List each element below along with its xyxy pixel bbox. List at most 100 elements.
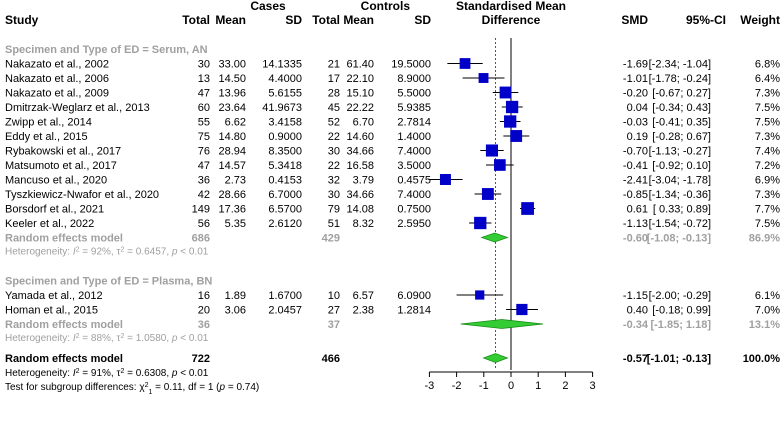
- cases-total: 75: [198, 131, 210, 143]
- controls-total: 17: [328, 73, 340, 85]
- overall-random-ci: [-1.01; -0.13]: [647, 353, 712, 365]
- weight-value: 7.0%: [755, 305, 780, 317]
- header-ci: 95%-CI: [686, 13, 726, 27]
- subgroup-random-weight: 86.9%: [749, 233, 780, 245]
- controls-mean: 3.79: [353, 175, 374, 187]
- cases-sd: 0.9000: [268, 131, 302, 143]
- smd-value: -1.15: [623, 290, 648, 302]
- controls-sd: 5.5000: [397, 88, 431, 100]
- subgroup-test: Test for subgroup differences: χ21 = 0.1…: [5, 382, 259, 396]
- weight-value: 7.2%: [755, 160, 780, 172]
- controls-mean: 22.10: [346, 73, 374, 85]
- controls-total: 27: [328, 305, 340, 317]
- study-label: Matsumoto et al., 2017: [5, 160, 117, 172]
- cases-mean: 13.96: [218, 88, 246, 100]
- overall-heterogeneity: Heterogeneity: I2 = 91%, τ2 = 0.6308, p …: [5, 368, 209, 380]
- subgroup-random-smd: -0.60: [623, 233, 648, 245]
- smd-value: 0.04: [627, 102, 648, 114]
- controls-total: 10: [328, 290, 340, 302]
- controls-sd: 3.5000: [397, 160, 431, 172]
- cases-mean: 5.35: [225, 218, 246, 230]
- x-axis-tick-label: -3: [425, 380, 435, 392]
- controls-sd: 7.4000: [397, 189, 431, 201]
- header-smd-title: Standardised Mean: [456, 0, 566, 13]
- study-label: Keeler et al., 2022: [5, 218, 94, 230]
- cases-total: 42: [198, 189, 210, 201]
- smd-value: -0.85: [623, 189, 648, 201]
- effect-square: [494, 159, 506, 171]
- weight-value: 7.5%: [755, 117, 780, 129]
- effect-square: [485, 144, 498, 157]
- overall-random-label: Random effects model: [5, 353, 123, 365]
- cases-total: 149: [192, 204, 210, 216]
- cases-mean: 33.00: [218, 59, 246, 71]
- controls-total: 22: [328, 131, 340, 143]
- header-study: Study: [5, 13, 39, 27]
- x-axis-tick-label: -2: [452, 380, 462, 392]
- cases-sd: 0.4153: [268, 175, 302, 187]
- header-cases: Cases: [250, 0, 286, 13]
- controls-total: 30: [328, 189, 340, 201]
- controls-total: 32: [328, 175, 340, 187]
- controls-sd: 0.4575: [397, 175, 431, 187]
- cases-sd: 41.9673: [262, 102, 302, 114]
- subgroup-heterogeneity: Heterogeneity: I2 = 88%, τ2 = 1.0580, p …: [5, 333, 209, 345]
- controls-mean: 34.66: [346, 189, 374, 201]
- effect-square: [499, 86, 512, 99]
- controls-sd: 19.5000: [391, 59, 431, 71]
- cases-mean: 28.66: [218, 189, 246, 201]
- controls-total: 22: [328, 160, 340, 172]
- cases-total: 13: [198, 73, 210, 85]
- controls-mean: 6.70: [353, 117, 374, 129]
- subgroup-heading: Specimen and Type of ED = Serum, AN: [5, 44, 208, 56]
- cases-mean: 14.80: [218, 131, 246, 143]
- cases-sd: 14.1335: [262, 59, 302, 71]
- header-weight: Weight: [740, 13, 780, 27]
- weight-value: 7.5%: [755, 218, 780, 230]
- study-label: Nakazato et al., 2009: [5, 88, 109, 100]
- overall-random-cases-total: 722: [192, 353, 210, 365]
- cases-mean: 14.50: [218, 73, 246, 85]
- subgroup-random-ci: [-1.85; 1.18]: [650, 319, 711, 331]
- controls-total: 51: [328, 218, 340, 230]
- smd-value: 0.40: [627, 305, 648, 317]
- subgroup-heading: Specimen and Type of ED = Plasma, BN: [5, 276, 212, 288]
- subgroup-heterogeneity: Heterogeneity: I2 = 92%, τ2 = 0.6457, p …: [5, 246, 209, 258]
- overall-random-smd: -0.57: [623, 353, 648, 365]
- ci-value: [-1.54; -0.72]: [649, 218, 711, 230]
- x-axis-tick-label: 2: [562, 380, 568, 392]
- header-smd-title-2: Difference: [482, 13, 541, 27]
- header-smd: SMD: [621, 13, 648, 27]
- controls-total: 52: [328, 117, 340, 129]
- effect-square: [481, 188, 494, 200]
- ci-value: [-0.34; 0.43]: [652, 102, 711, 114]
- effect-square: [478, 73, 489, 83]
- controls-sd: 1.2814: [397, 305, 431, 317]
- ci-value: [ 0.33; 0.89]: [653, 204, 711, 216]
- smd-value: -0.41: [623, 160, 648, 172]
- subgroup-random-diamond: [460, 319, 544, 329]
- controls-mean: 6.57: [353, 290, 374, 302]
- effect-square: [521, 202, 534, 215]
- cases-total: 55: [198, 117, 210, 129]
- controls-sd: 1.4000: [397, 131, 431, 143]
- study-label: Nakazato et al., 2006: [5, 73, 109, 85]
- smd-value: -1.01: [623, 73, 648, 85]
- effect-square: [510, 130, 523, 142]
- subgroup-random-label: Random effects model: [5, 319, 123, 331]
- controls-total: 28: [328, 88, 340, 100]
- subgroup-random-weight: 13.1%: [749, 319, 780, 331]
- cases-sd: 2.0457: [268, 305, 302, 317]
- controls-total: 45: [328, 102, 340, 114]
- overall-random-diamond: [482, 353, 509, 363]
- ci-value: [-1.34; -0.36]: [649, 189, 711, 201]
- weight-value: 7.7%: [755, 204, 780, 216]
- smd-value: -0.70: [623, 146, 648, 158]
- controls-total: 79: [328, 204, 340, 216]
- study-label: Tyszkiewicz-Nwafor et al., 2020: [5, 189, 159, 201]
- effect-square: [516, 303, 528, 316]
- weight-value: 6.9%: [755, 175, 780, 187]
- cases-sd: 2.6120: [268, 218, 302, 230]
- effect-square: [505, 100, 519, 114]
